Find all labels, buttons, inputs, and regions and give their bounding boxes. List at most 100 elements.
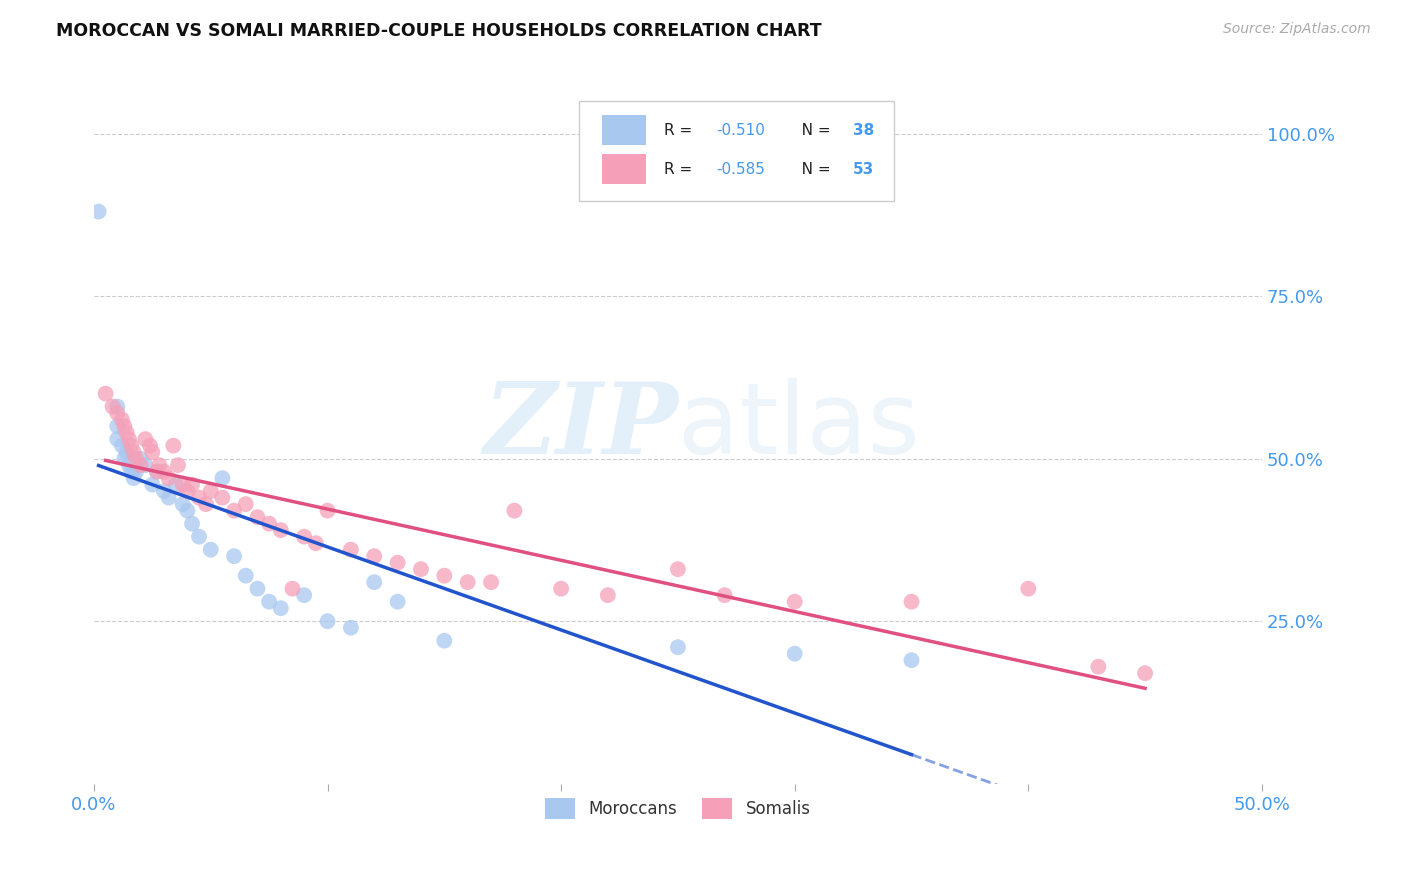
Point (235, 568, 257, 582)
Text: N =: N = (786, 122, 835, 137)
Point (195, 497, 218, 511)
Point (479, 575, 502, 590)
Point (200, 484, 222, 499)
Point (257, 516, 280, 531)
Point (105, 432, 128, 446)
Point (340, 542, 363, 557)
Text: R =: R = (664, 122, 697, 137)
Point (211, 471, 233, 485)
Point (141, 477, 163, 491)
Point (141, 445, 163, 459)
Point (270, 523, 292, 537)
Point (1133, 666, 1156, 681)
Point (433, 633, 456, 648)
Point (148, 458, 170, 472)
Bar (602, 154, 647, 185)
Point (111, 439, 134, 453)
Point (129, 458, 152, 472)
Point (118, 458, 141, 472)
Point (120, 439, 142, 453)
Point (118, 432, 141, 446)
Point (115, 445, 138, 459)
Text: 53: 53 (853, 162, 875, 177)
Point (134, 432, 156, 446)
Point (387, 556, 409, 570)
Point (181, 516, 204, 531)
Point (129, 451, 152, 466)
Point (900, 653, 922, 667)
Point (550, 582, 572, 596)
Point (101, 400, 124, 414)
Point (146, 465, 169, 479)
Point (157, 471, 180, 485)
Point (167, 458, 190, 472)
Text: 38: 38 (853, 122, 875, 137)
Point (596, 588, 619, 602)
Point (292, 588, 315, 602)
Text: N =: N = (786, 162, 835, 177)
Point (162, 439, 184, 453)
Point (387, 595, 409, 609)
Point (105, 419, 128, 434)
Text: MOROCCAN VS SOMALI MARRIED-COUPLE HOUSEHOLDS CORRELATION CHART: MOROCCAN VS SOMALI MARRIED-COUPLE HOUSEH… (56, 22, 823, 40)
Point (316, 503, 339, 517)
Point (165, 477, 187, 491)
Point (122, 445, 145, 459)
Point (134, 458, 156, 472)
FancyBboxPatch shape (579, 101, 894, 201)
Point (257, 595, 280, 609)
Point (340, 621, 363, 635)
Point (270, 601, 292, 615)
Point (188, 530, 211, 544)
Point (146, 465, 169, 479)
Point (503, 503, 526, 517)
Point (115, 425, 138, 440)
Point (713, 588, 735, 602)
Point (181, 477, 204, 491)
Point (1087, 659, 1109, 673)
Point (246, 582, 269, 596)
Point (281, 582, 304, 596)
Point (316, 614, 339, 628)
Bar (602, 115, 647, 145)
Text: atlas: atlas (678, 377, 920, 475)
Point (125, 465, 148, 479)
Point (433, 568, 456, 582)
Point (176, 503, 198, 517)
Point (105, 400, 128, 414)
Text: R =: R = (664, 162, 697, 177)
Point (222, 503, 245, 517)
Point (105, 406, 128, 420)
Point (94, 386, 117, 401)
Point (112, 451, 135, 466)
Point (222, 549, 245, 564)
Point (139, 439, 162, 453)
Point (211, 491, 233, 505)
Point (87, 204, 110, 219)
Point (153, 465, 176, 479)
Point (172, 477, 194, 491)
Point (172, 497, 194, 511)
Legend: Moroccans, Somalis: Moroccans, Somalis (538, 792, 817, 825)
Point (666, 562, 689, 576)
Point (157, 491, 180, 505)
Point (246, 510, 269, 524)
Point (292, 530, 315, 544)
Point (457, 575, 479, 590)
Text: -0.510: -0.510 (717, 122, 765, 137)
Point (305, 536, 328, 550)
Text: -0.585: -0.585 (717, 162, 765, 177)
Point (783, 647, 806, 661)
Point (188, 491, 211, 505)
Point (200, 542, 222, 557)
Point (363, 549, 385, 564)
Point (153, 484, 176, 499)
Point (363, 575, 385, 590)
Point (1017, 582, 1039, 596)
Point (125, 451, 148, 466)
Point (111, 412, 134, 426)
Text: ZIP: ZIP (482, 378, 678, 475)
Point (900, 595, 922, 609)
Text: Source: ZipAtlas.com: Source: ZipAtlas.com (1223, 22, 1371, 37)
Point (235, 497, 257, 511)
